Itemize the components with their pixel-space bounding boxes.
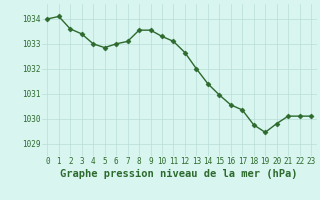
X-axis label: Graphe pression niveau de la mer (hPa): Graphe pression niveau de la mer (hPa) <box>60 169 298 179</box>
